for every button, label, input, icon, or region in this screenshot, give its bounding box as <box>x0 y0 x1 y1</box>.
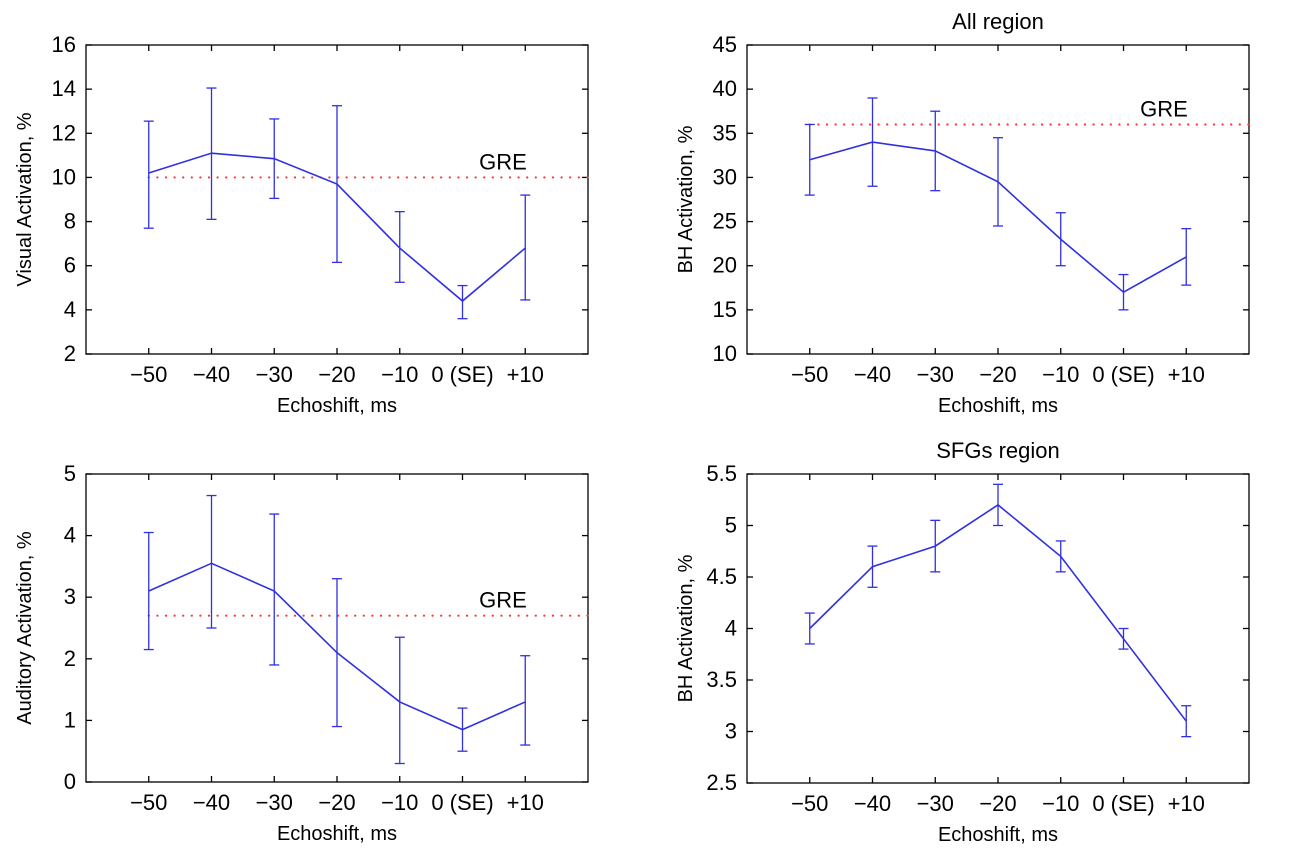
svg-text:3: 3 <box>64 584 76 609</box>
svg-text:+10: +10 <box>507 790 544 815</box>
svg-text:0 (SE): 0 (SE) <box>431 790 493 815</box>
svg-text:4: 4 <box>64 297 76 322</box>
svg-text:−30: −30 <box>256 362 293 387</box>
svg-text:Echoshift, ms: Echoshift, ms <box>277 823 397 845</box>
svg-text:−50: −50 <box>130 790 167 815</box>
svg-text:8: 8 <box>64 209 76 234</box>
svg-text:−10: −10 <box>381 362 418 387</box>
svg-text:Echoshift, ms: Echoshift, ms <box>938 395 1058 417</box>
svg-text:15: 15 <box>713 297 737 322</box>
svg-text:BH Activation, %: BH Activation, % <box>675 554 697 702</box>
svg-text:10: 10 <box>713 341 737 366</box>
svg-text:5.5: 5.5 <box>706 461 737 486</box>
svg-text:0 (SE): 0 (SE) <box>1092 791 1154 816</box>
svg-text:−20: −20 <box>318 362 355 387</box>
svg-text:12: 12 <box>52 120 76 145</box>
svg-text:−40: −40 <box>193 362 230 387</box>
svg-text:GRE: GRE <box>1140 96 1188 121</box>
svg-text:0 (SE): 0 (SE) <box>431 362 493 387</box>
svg-text:10: 10 <box>52 164 76 189</box>
svg-text:Auditory Activation, %: Auditory Activation, % <box>14 531 36 725</box>
svg-text:16: 16 <box>52 32 76 57</box>
svg-text:25: 25 <box>713 209 737 234</box>
svg-text:5: 5 <box>64 461 76 486</box>
svg-text:All region: All region <box>952 9 1044 34</box>
svg-text:−50: −50 <box>130 362 167 387</box>
svg-text:−20: −20 <box>318 790 355 815</box>
svg-text:Visual Activation, %: Visual Activation, % <box>14 112 36 286</box>
svg-text:GRE: GRE <box>479 588 527 613</box>
svg-text:2: 2 <box>64 341 76 366</box>
svg-text:+10: +10 <box>507 362 544 387</box>
svg-text:−10: −10 <box>1042 362 1079 387</box>
svg-text:5: 5 <box>725 513 737 538</box>
svg-text:−30: −30 <box>917 362 954 387</box>
svg-text:6: 6 <box>64 253 76 278</box>
svg-text:+10: +10 <box>1168 791 1205 816</box>
svg-text:3: 3 <box>725 719 737 744</box>
svg-text:40: 40 <box>713 76 737 101</box>
svg-text:+10: +10 <box>1168 362 1205 387</box>
svg-text:45: 45 <box>713 32 737 57</box>
svg-text:4.5: 4.5 <box>706 564 737 589</box>
svg-text:BH Activation, %: BH Activation, % <box>675 125 697 273</box>
svg-text:−40: −40 <box>193 790 230 815</box>
svg-text:−40: −40 <box>854 791 891 816</box>
svg-text:2: 2 <box>64 646 76 671</box>
svg-text:−50: −50 <box>791 362 828 387</box>
svg-text:SFGs region: SFGs region <box>936 438 1060 463</box>
svg-text:2.5: 2.5 <box>706 770 737 795</box>
svg-text:30: 30 <box>713 164 737 189</box>
svg-text:−50: −50 <box>791 791 828 816</box>
svg-text:Echoshift, ms: Echoshift, ms <box>277 395 397 417</box>
svg-text:GRE: GRE <box>479 149 527 174</box>
svg-text:1: 1 <box>64 707 76 732</box>
svg-text:−20: −20 <box>979 362 1016 387</box>
svg-text:4: 4 <box>64 523 76 548</box>
svg-text:14: 14 <box>52 76 76 101</box>
svg-text:−30: −30 <box>256 790 293 815</box>
svg-text:−10: −10 <box>1042 791 1079 816</box>
svg-text:20: 20 <box>713 253 737 278</box>
svg-text:0: 0 <box>64 769 76 794</box>
svg-text:4: 4 <box>725 616 737 641</box>
svg-text:−20: −20 <box>979 791 1016 816</box>
svg-text:0 (SE): 0 (SE) <box>1092 362 1154 387</box>
svg-text:−30: −30 <box>917 791 954 816</box>
svg-text:−40: −40 <box>854 362 891 387</box>
svg-text:Echoshift, ms: Echoshift, ms <box>938 824 1058 846</box>
svg-text:3.5: 3.5 <box>706 667 737 692</box>
svg-text:−10: −10 <box>381 790 418 815</box>
svg-text:35: 35 <box>713 120 737 145</box>
